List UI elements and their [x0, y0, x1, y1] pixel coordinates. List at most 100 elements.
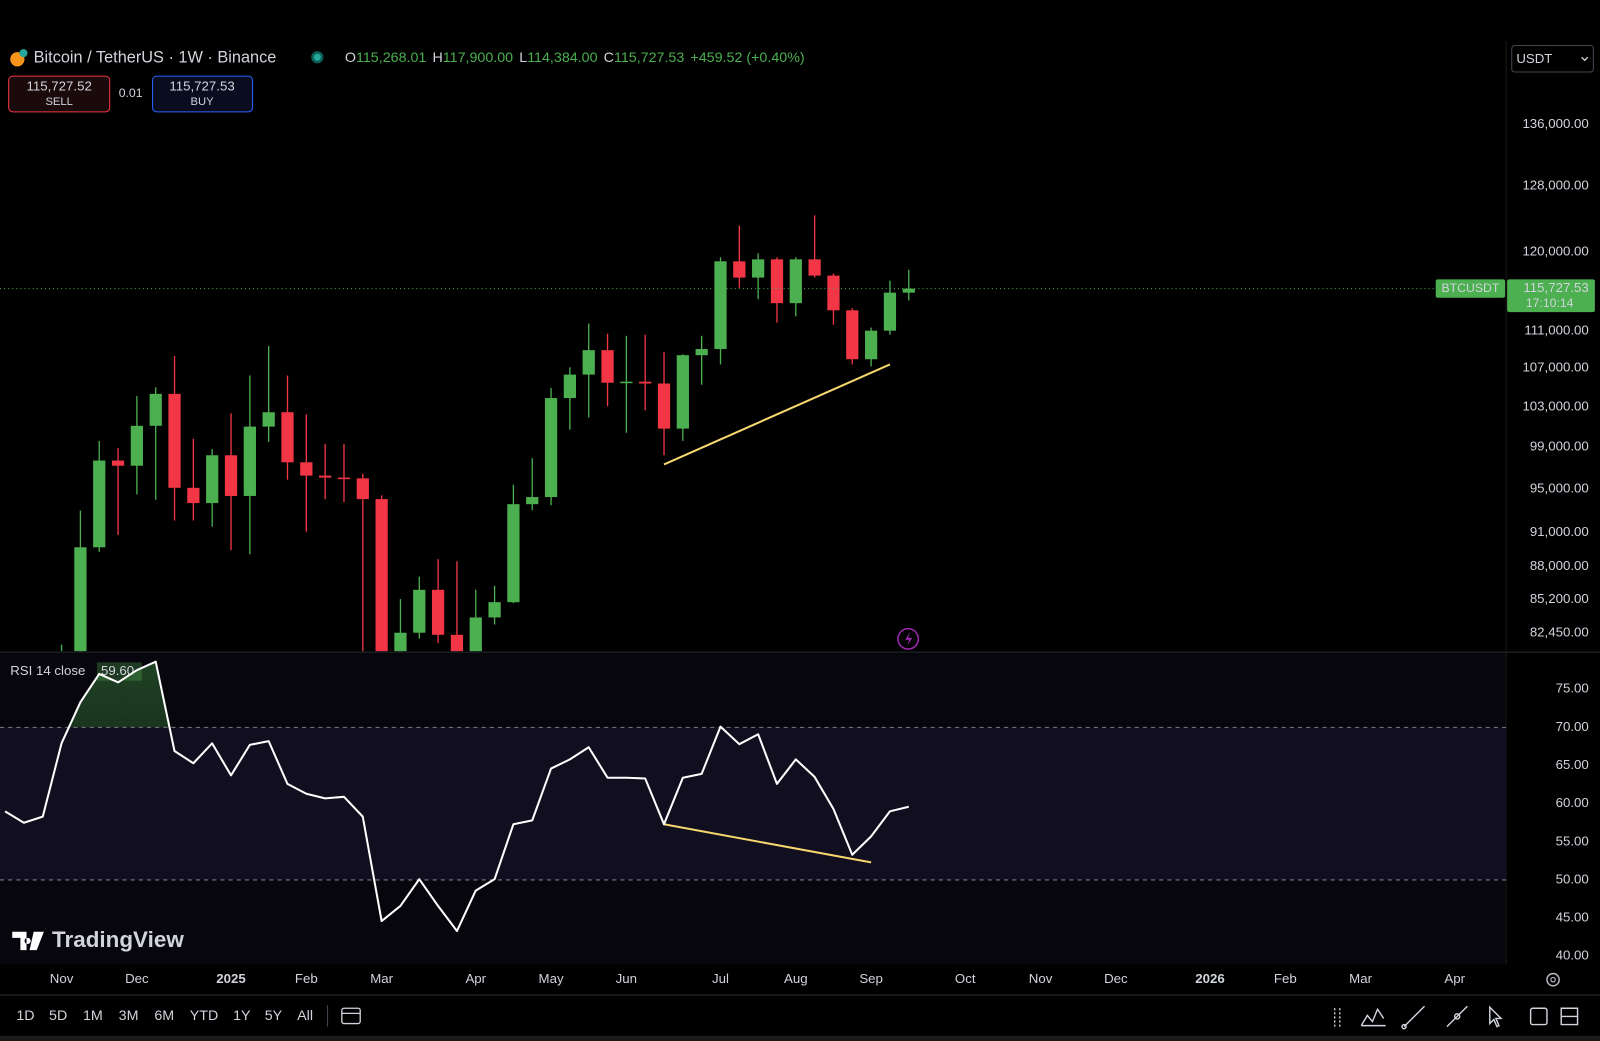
symbol: BTCUSDT [1442, 281, 1500, 295]
brand-name: TradingView [52, 927, 184, 952]
tool-icon[interactable] [1446, 1005, 1468, 1028]
candle-body [883, 292, 897, 331]
bottom-edge [0, 1035, 1600, 1041]
candle-body [319, 475, 332, 478]
buy-price: 115,727.53 [169, 78, 234, 93]
sell-box [8, 75, 111, 113]
ohlc-value: 114,384.00 [527, 50, 597, 66]
x-tick-label: Mar [370, 971, 393, 986]
candle-body [676, 355, 689, 429]
sell-button[interactable]: 115,727.52 SELL [8, 75, 111, 113]
candle-body [827, 275, 840, 311]
last-price: 115,727.53 [1523, 280, 1588, 295]
price-plot [60, 215, 915, 652]
rsi-line [4, 660, 910, 933]
range-button[interactable]: 1D [16, 1008, 34, 1024]
candle-body [206, 455, 219, 504]
candle-body [394, 632, 407, 652]
ohlc-value: 117,900.00 [443, 50, 513, 66]
tool-icon[interactable] [1403, 1005, 1425, 1028]
range-button[interactable]: 3M [119, 1008, 139, 1024]
candle-body [413, 589, 426, 633]
settings-icon [1550, 976, 1556, 983]
x-tick-label: Aug [784, 971, 808, 986]
symbol-tag [1435, 279, 1506, 298]
sell-price: 115,727.52 [27, 78, 92, 93]
x-tick-label: Jul [712, 971, 729, 986]
range-button[interactable]: YTD [190, 1008, 219, 1024]
y-tick-label: 99,000.00 [1530, 439, 1589, 454]
change: +459.52 (+0.40%) [690, 50, 804, 66]
ohlc-letter: L [519, 50, 527, 66]
x-tick-label: Dec [1104, 971, 1128, 986]
calendar-icon [341, 1007, 361, 1025]
range-button[interactable]: 5Y [265, 1008, 283, 1024]
status-dot [313, 53, 321, 61]
chevron [1581, 56, 1589, 62]
spread: 0.01 [119, 86, 143, 100]
calendar-icon[interactable] [341, 1007, 361, 1025]
candle-body [714, 261, 727, 350]
y-tick-label: 111,000.00 [1524, 322, 1588, 337]
candle-body [300, 462, 313, 476]
ohlc-letter: C [604, 50, 614, 66]
x-tick-label: 2026 [1195, 971, 1224, 986]
range-button[interactable]: 6M [154, 1008, 174, 1024]
candle-body [526, 497, 539, 505]
trend-line [663, 823, 872, 864]
currency-dropdown[interactable]: USDT [1511, 44, 1594, 73]
candle-body [582, 350, 595, 375]
chart-title: Bitcoin / TetherUS · 1W · Binance [34, 49, 277, 67]
rsi-title: RSI 14 close [10, 663, 85, 678]
y-tick-label: 107,000.00 [1522, 360, 1588, 375]
y-tick-label: 85,200.00 [1530, 591, 1589, 606]
candle-body [733, 261, 746, 278]
candle-body [111, 460, 125, 466]
candle-body [450, 634, 464, 652]
candle-body [657, 383, 671, 429]
candle-body [168, 393, 181, 488]
x-tick-label: Feb [1274, 971, 1297, 986]
range-button[interactable]: 5D [49, 1008, 67, 1024]
x-tick-label: Oct [955, 971, 976, 986]
price-tag [1507, 279, 1595, 313]
ohlc-value: 115,268.01 [356, 50, 426, 66]
range-button[interactable]: All [297, 1008, 313, 1024]
y-tick-label: 95,000.00 [1530, 480, 1589, 495]
range-button[interactable]: 1Y [233, 1008, 251, 1024]
x-tick-label: 2025 [216, 971, 245, 986]
tool-icon[interactable] [1560, 1007, 1579, 1026]
buy-button[interactable]: 115,727.53 BUY [152, 75, 254, 113]
tool-icon[interactable] [1360, 1007, 1386, 1027]
candle-body [864, 330, 878, 360]
buy-box [152, 75, 254, 113]
dropdown-box [1511, 44, 1594, 73]
candle-body [620, 381, 633, 384]
tool-icon[interactable] [1529, 1007, 1548, 1026]
y-tick-label: 75.00 [1556, 681, 1589, 696]
candle-body [224, 455, 238, 496]
candle-body [74, 547, 87, 652]
x-tick-label: Nov [1029, 971, 1053, 986]
y-tick-label: 120,000.00 [1522, 243, 1588, 258]
y-tick-label: 70.00 [1556, 719, 1589, 734]
candle-body [337, 477, 351, 480]
settings-icon[interactable] [1546, 972, 1560, 987]
rsi-value: 59.60 [101, 663, 134, 678]
tool-icon[interactable] [1489, 1005, 1503, 1028]
x-tick-label: Dec [125, 971, 149, 986]
y-tick-label: 82,450.00 [1530, 624, 1589, 639]
trend-line [663, 363, 891, 466]
x-tick-label: Apr [465, 971, 486, 986]
range-button[interactable]: 1M [83, 1008, 103, 1024]
coin-icon [19, 49, 28, 58]
y-tick-label: 55.00 [1556, 833, 1589, 848]
candle-body [601, 350, 614, 383]
candle-body [544, 398, 558, 498]
alert-icon[interactable] [897, 627, 920, 650]
drag-handle [1333, 1008, 1341, 1027]
sell-label: SELL [45, 96, 72, 108]
candle-body [488, 602, 501, 618]
candle-body [695, 349, 708, 356]
